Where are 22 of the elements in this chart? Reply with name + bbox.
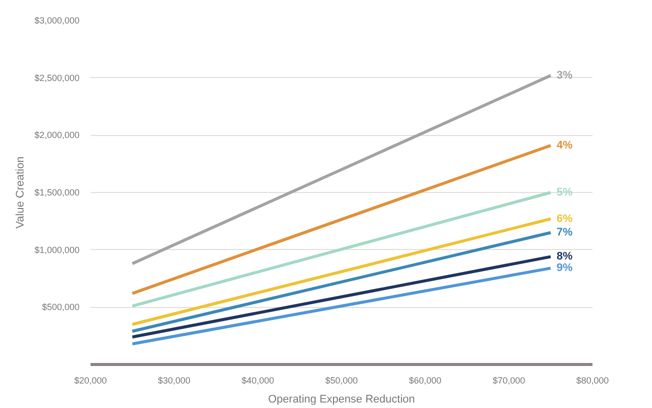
y-tick-label: $2,500,000: [34, 72, 80, 83]
x-tick-label: $50,000: [325, 376, 358, 386]
series-label: 5%: [556, 186, 573, 198]
x-tick-label: $40,000: [242, 376, 274, 386]
y-axis-title: Value Creation: [14, 156, 26, 228]
y-tick-label: $3,000,000: [34, 16, 80, 26]
series-label: 9%: [556, 262, 573, 274]
y-tick-label: $500,000: [42, 302, 80, 312]
series-label: 3%: [556, 70, 573, 82]
y-tick-label: $1,500,000: [34, 188, 80, 198]
series-label: 7%: [556, 226, 573, 239]
x-tick-label: $70,000: [492, 376, 526, 386]
y-tick-label: $1,000,000: [34, 244, 80, 255]
x-tick-label: $80,000: [576, 376, 609, 386]
x-tick-label: $30,000: [158, 376, 190, 386]
series-label: 8%: [556, 250, 573, 263]
x-axis-title: Operating Expense Reduction: [268, 394, 415, 406]
y-tick-label: $2,000,000: [34, 130, 80, 140]
x-tick-label: $60,000: [408, 376, 442, 386]
series-label: 6%: [556, 212, 573, 225]
series-label: 4%: [556, 139, 573, 152]
x-tick-label: $20,000: [74, 376, 107, 386]
